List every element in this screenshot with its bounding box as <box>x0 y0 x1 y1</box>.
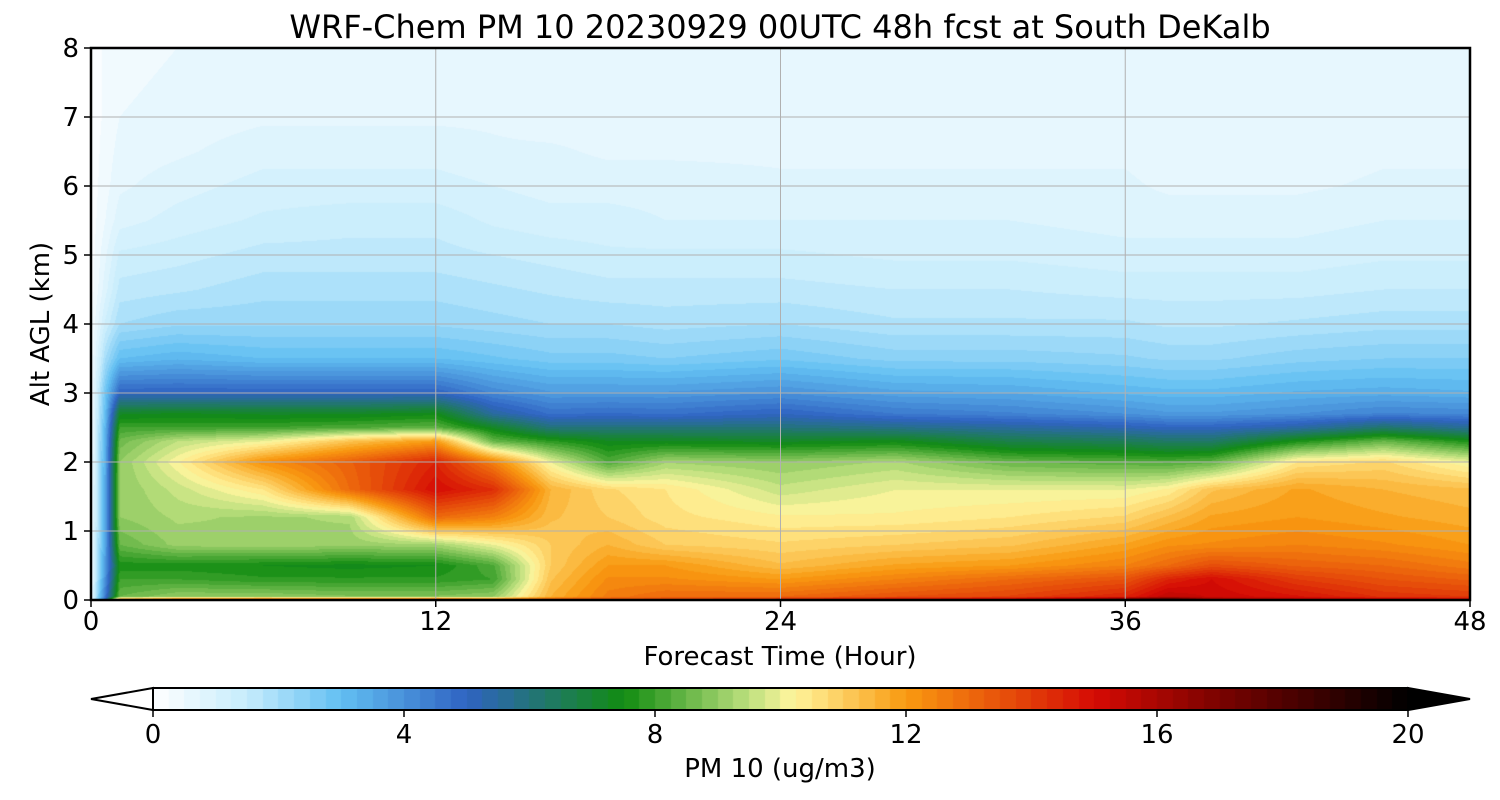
x-axis: 0 12 24 36 48 <box>83 600 1487 637</box>
x-tick-label-36: 36 <box>1109 607 1142 637</box>
colorbar-tick-label-16: 16 <box>1140 720 1173 750</box>
y-axis-label: Alt AGL (km) <box>26 242 56 406</box>
colorbar-ticks: 0 4 8 12 16 20 <box>145 710 1425 750</box>
colorbar-tick-label-0: 0 <box>145 720 162 750</box>
colorbar-tick-label-12: 12 <box>889 720 922 750</box>
colorbar-tick-label-4: 4 <box>396 720 413 750</box>
y-tick-label-2: 2 <box>62 448 79 478</box>
colorbar-tick-label-8: 8 <box>647 720 664 750</box>
colorbar: 0 4 8 12 16 20 <box>90 686 1471 750</box>
x-tick-label-0: 0 <box>83 607 100 637</box>
colorbar-frame <box>152 687 1409 711</box>
y-tick-label-7: 7 <box>62 103 79 133</box>
x-tick-label-12: 12 <box>419 607 452 637</box>
y-tick-label-6: 6 <box>62 172 79 202</box>
x-tick-label-24: 24 <box>764 607 797 637</box>
y-tick-label-8: 8 <box>62 34 79 64</box>
colorbar-label: PM 10 (ug/m3) <box>684 754 876 784</box>
chart-title: WRF-Chem PM 10 20230929 00UTC 48h fcst a… <box>289 8 1270 46</box>
colorbar-extend-min <box>90 686 154 712</box>
colorbar-gradient <box>153 688 1408 710</box>
y-tick-label-3: 3 <box>62 379 79 409</box>
y-tick-label-5: 5 <box>62 241 79 271</box>
x-tick-label-48: 48 <box>1453 607 1486 637</box>
colorbar-tick-label-20: 20 <box>1391 720 1424 750</box>
y-tick-label-4: 4 <box>62 310 79 340</box>
y-axis: 0 1 2 3 4 5 6 7 8 <box>62 34 91 616</box>
colorbar-extend-max <box>1407 686 1471 712</box>
y-tick-label-1: 1 <box>62 517 79 547</box>
x-axis-label: Forecast Time (Hour) <box>643 642 916 672</box>
y-tick-label-0: 0 <box>62 586 79 616</box>
